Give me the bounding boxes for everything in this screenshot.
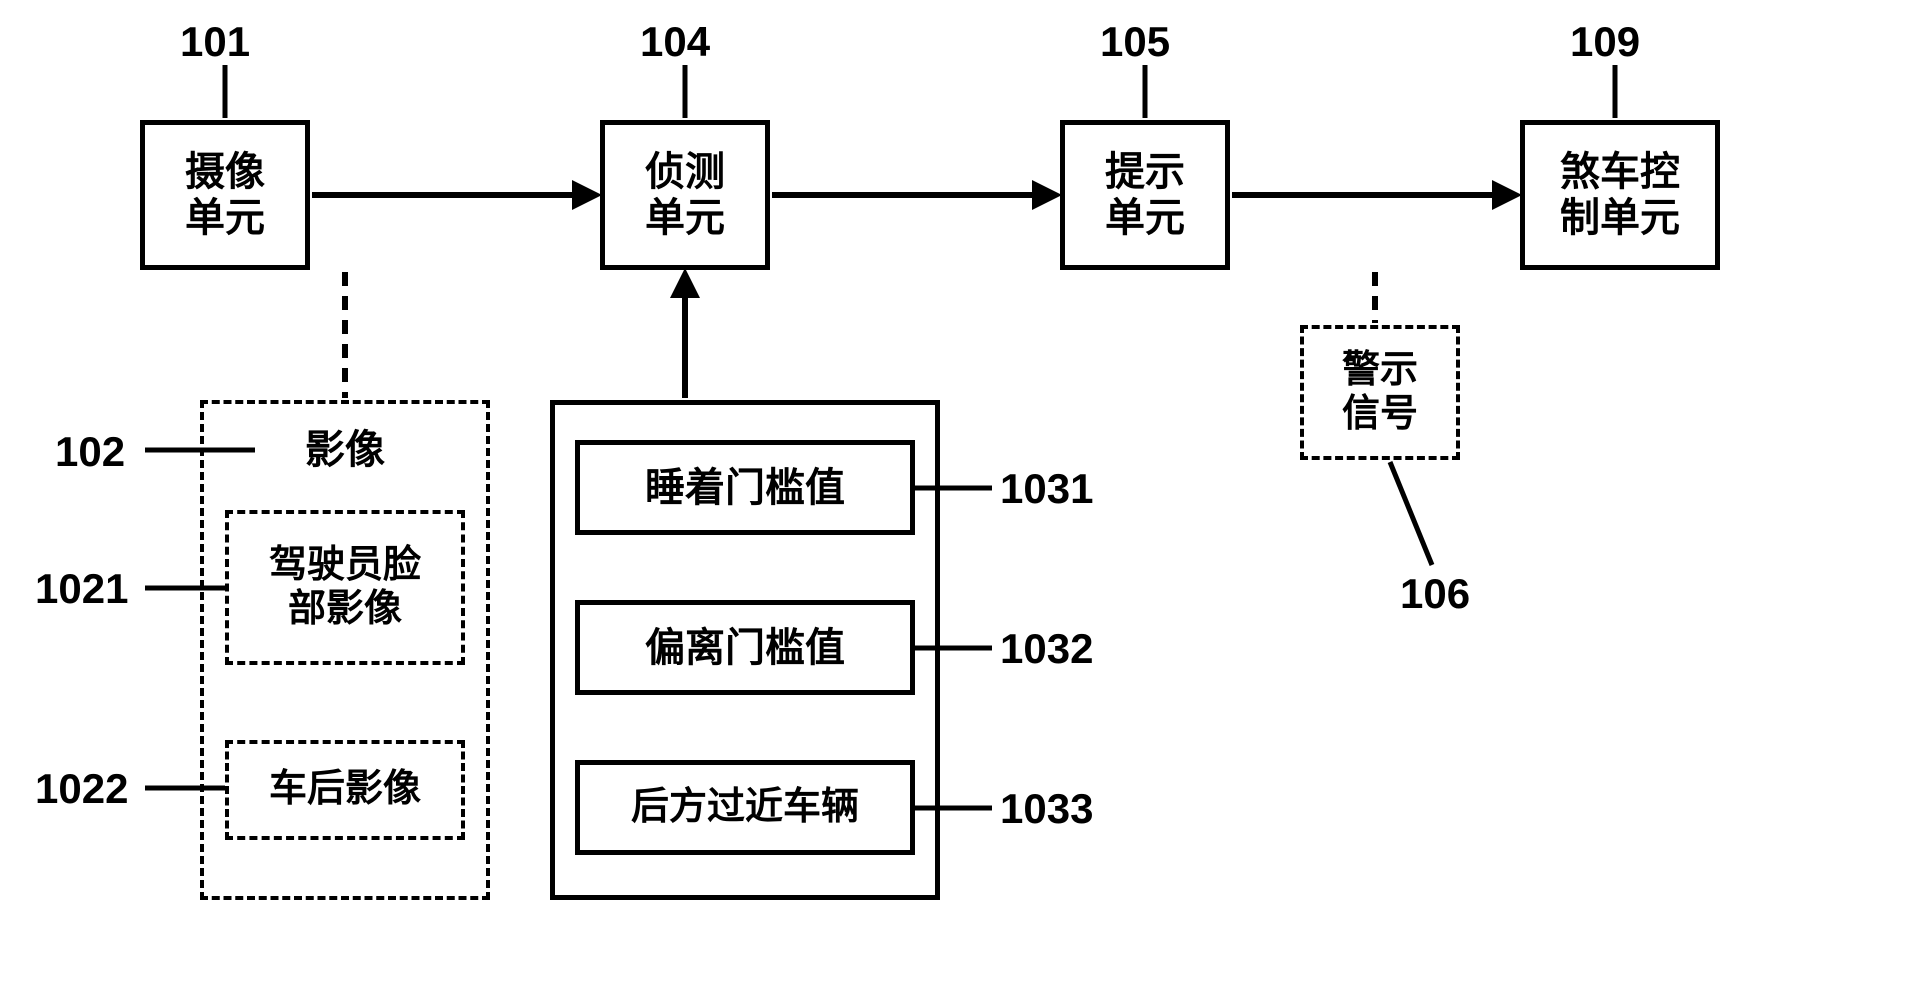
node-label: 偏离门槛值 — [645, 625, 845, 671]
ref-label-105: 105 — [1100, 18, 1170, 66]
node-label: 侦测 单元 — [645, 149, 725, 241]
node-label: 后方过近车辆 — [631, 786, 859, 830]
node-n104: 侦测 单元 — [600, 120, 770, 270]
leader-r106 — [1390, 462, 1432, 565]
ref-label-1033: 1033 — [1000, 785, 1093, 833]
node-n109: 煞车控 制单元 — [1520, 120, 1720, 270]
ref-label-104: 104 — [640, 18, 710, 66]
node-n102t: 影像 — [200, 410, 490, 490]
ref-label-102: 102 — [55, 428, 125, 476]
node-n101: 摄像 单元 — [140, 120, 310, 270]
node-n105: 提示 单元 — [1060, 120, 1230, 270]
ref-label-109: 109 — [1570, 18, 1640, 66]
ref-label-1031: 1031 — [1000, 465, 1093, 513]
node-n1033: 后方过近车辆 — [575, 760, 915, 855]
node-label: 警示 信号 — [1342, 349, 1418, 436]
ref-label-1022: 1022 — [35, 765, 128, 813]
node-label: 摄像 单元 — [185, 149, 265, 241]
node-label: 煞车控 制单元 — [1560, 149, 1680, 241]
ref-label-1032: 1032 — [1000, 625, 1093, 673]
node-label: 车后影像 — [269, 768, 421, 812]
node-n1032: 偏离门槛值 — [575, 600, 915, 695]
ref-label-101: 101 — [180, 18, 250, 66]
node-n1022: 车后影像 — [225, 740, 465, 840]
node-n1031: 睡着门槛值 — [575, 440, 915, 535]
diagram-canvas: 摄像 单元 侦测 单元 提示 单元 煞车控 制单元警示 信号影像驾驶员脸 部影像车后影… — [0, 0, 1926, 1006]
node-label: 影像 — [305, 427, 385, 473]
ref-label-106: 106 — [1400, 570, 1470, 618]
node-n106: 警示 信号 — [1300, 325, 1460, 460]
ref-label-1021: 1021 — [35, 565, 128, 613]
node-n1021: 驾驶员脸 部影像 — [225, 510, 465, 665]
node-label: 睡着门槛值 — [645, 465, 845, 511]
node-label: 驾驶员脸 部影像 — [269, 544, 421, 631]
node-label: 提示 单元 — [1105, 149, 1185, 241]
